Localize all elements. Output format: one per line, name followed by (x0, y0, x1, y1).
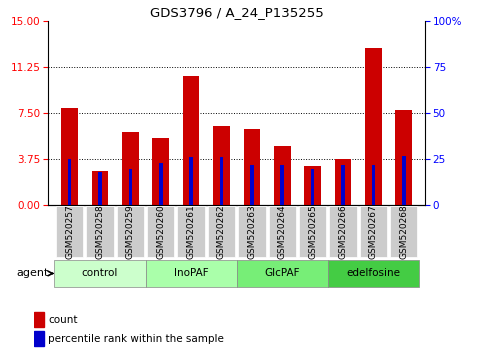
Bar (341, 165, 345, 205)
Bar (396, 110, 412, 205)
Bar (371, 165, 375, 205)
FancyBboxPatch shape (269, 206, 296, 257)
Bar (402, 156, 406, 205)
Text: edelfosine: edelfosine (346, 268, 400, 279)
Text: count: count (48, 315, 78, 325)
Title: GDS3796 / A_24_P135255: GDS3796 / A_24_P135255 (150, 6, 324, 19)
Text: GSM520262: GSM520262 (217, 205, 226, 259)
Bar (159, 163, 163, 205)
FancyBboxPatch shape (147, 206, 174, 257)
Text: GSM520257: GSM520257 (65, 205, 74, 259)
Bar (335, 159, 351, 205)
Bar (183, 76, 199, 205)
Bar (189, 158, 193, 205)
FancyBboxPatch shape (328, 260, 419, 287)
FancyBboxPatch shape (56, 206, 83, 257)
Text: GSM520265: GSM520265 (308, 205, 317, 259)
Bar (250, 165, 254, 205)
Text: GSM520260: GSM520260 (156, 205, 165, 259)
Text: GlcPAF: GlcPAF (265, 268, 300, 279)
Text: GSM520263: GSM520263 (247, 205, 256, 259)
Text: GSM520261: GSM520261 (186, 205, 196, 259)
Text: GSM520268: GSM520268 (399, 205, 408, 259)
Text: GSM520259: GSM520259 (126, 205, 135, 259)
Text: GSM520258: GSM520258 (96, 205, 104, 259)
Bar (92, 171, 108, 205)
FancyBboxPatch shape (55, 260, 145, 287)
Bar (213, 126, 230, 205)
Bar (68, 159, 71, 205)
FancyBboxPatch shape (329, 206, 356, 257)
FancyBboxPatch shape (86, 206, 114, 257)
Bar (281, 165, 284, 205)
Bar (34, 312, 44, 327)
FancyBboxPatch shape (177, 206, 205, 257)
Bar (220, 158, 223, 205)
Bar (128, 169, 132, 205)
FancyBboxPatch shape (208, 206, 235, 257)
Text: GSM520266: GSM520266 (339, 205, 347, 259)
Bar (152, 138, 169, 205)
Bar (122, 132, 139, 205)
Text: agent: agent (16, 268, 53, 279)
Bar (34, 331, 44, 346)
FancyBboxPatch shape (299, 206, 327, 257)
FancyBboxPatch shape (238, 206, 266, 257)
Text: GSM520264: GSM520264 (278, 205, 287, 259)
FancyBboxPatch shape (360, 206, 387, 257)
Bar (311, 169, 314, 205)
Text: InoPAF: InoPAF (174, 268, 208, 279)
FancyBboxPatch shape (117, 206, 144, 257)
Text: control: control (82, 268, 118, 279)
Bar (274, 147, 291, 205)
Bar (365, 48, 382, 205)
FancyBboxPatch shape (390, 206, 417, 257)
Text: GSM520267: GSM520267 (369, 205, 378, 259)
Bar (98, 172, 102, 205)
Bar (304, 166, 321, 205)
Bar (61, 108, 78, 205)
Bar (243, 129, 260, 205)
Text: percentile rank within the sample: percentile rank within the sample (48, 334, 224, 344)
FancyBboxPatch shape (145, 260, 237, 287)
FancyBboxPatch shape (237, 260, 328, 287)
